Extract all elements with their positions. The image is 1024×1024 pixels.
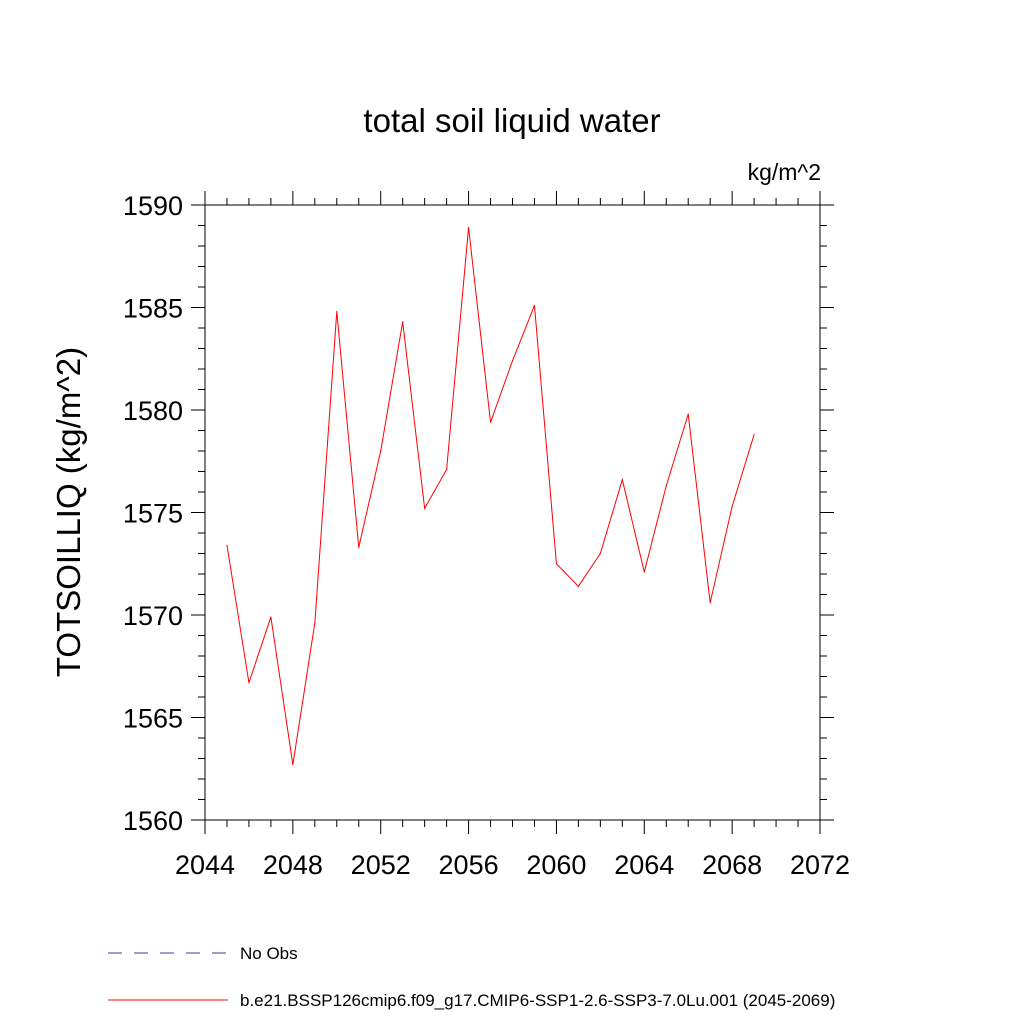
x-tick-label: 2056 (439, 850, 499, 880)
data-point (665, 485, 667, 487)
x-tick-label: 2068 (702, 850, 762, 880)
data-point (577, 585, 579, 587)
data-point (292, 764, 294, 766)
y-tick-label: 1560 (123, 806, 183, 836)
x-tick-label: 2072 (790, 850, 850, 880)
data-point (248, 682, 250, 684)
y-tick-label: 1590 (123, 191, 183, 221)
x-tick-label: 2044 (175, 850, 235, 880)
data-point (446, 468, 448, 471)
y-tick-label: 1575 (123, 499, 183, 529)
data-point (424, 507, 426, 509)
data-point (336, 311, 338, 313)
y-tick-label: 1570 (123, 601, 183, 631)
x-tick-label: 2052 (351, 850, 411, 880)
data-point (467, 226, 470, 229)
data-point (226, 544, 228, 546)
data-point (380, 450, 382, 452)
plot-frame (204, 204, 821, 821)
x-tick-label: 2060 (526, 850, 586, 880)
data-point (358, 546, 360, 548)
data-point (555, 563, 558, 565)
series-line (226, 227, 755, 765)
data-point (709, 602, 711, 604)
data-point (621, 479, 623, 481)
legend-label: b.e21.BSSP126cmip6.f09_g17.CMIP6-SSP1-2.… (240, 991, 835, 1010)
x-tick-label: 2048 (263, 850, 323, 880)
data-point (402, 321, 404, 323)
data-point (533, 304, 536, 307)
plot-layer (226, 226, 755, 766)
legend-label: No Obs (240, 944, 298, 963)
y-axis-label: TOTSOILLIQ (kg/m^2) (50, 347, 87, 677)
data-point (511, 360, 514, 362)
chart-title: total soil liquid water (363, 102, 660, 139)
data-point (643, 571, 645, 573)
legend: No Obs b.e21.BSSP126cmip6.f09_g17.CMIP6-S… (108, 944, 835, 1010)
data-point (314, 622, 316, 624)
y-tick-label: 1580 (123, 396, 183, 426)
tick-layer: 2044 2048 2052 2056 2060 2064 2068 2072 1560 1565… (123, 191, 850, 880)
data-point (489, 421, 492, 423)
data-point (687, 413, 689, 415)
y-tick-label: 1565 (123, 704, 183, 734)
data-point (599, 552, 601, 555)
data-point (731, 505, 733, 507)
x-tick-label: 2064 (614, 850, 674, 880)
y-tick-label: 1585 (123, 294, 183, 324)
units-label: kg/m^2 (748, 159, 821, 185)
data-point (270, 616, 272, 618)
data-point (753, 434, 755, 436)
